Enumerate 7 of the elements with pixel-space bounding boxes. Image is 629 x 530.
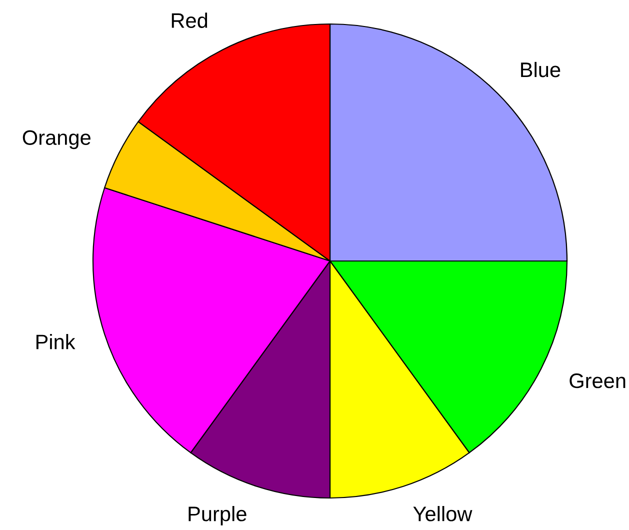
slice-label: Pink	[36, 334, 76, 350]
slice-label: Purple	[188, 506, 246, 526]
slice-label: Green	[570, 373, 626, 388]
slice-label: Yellow	[413, 506, 472, 522]
slice-label: Blue	[521, 62, 560, 78]
slice-label: Orange	[22, 130, 90, 150]
slice-label: Red	[172, 12, 208, 28]
